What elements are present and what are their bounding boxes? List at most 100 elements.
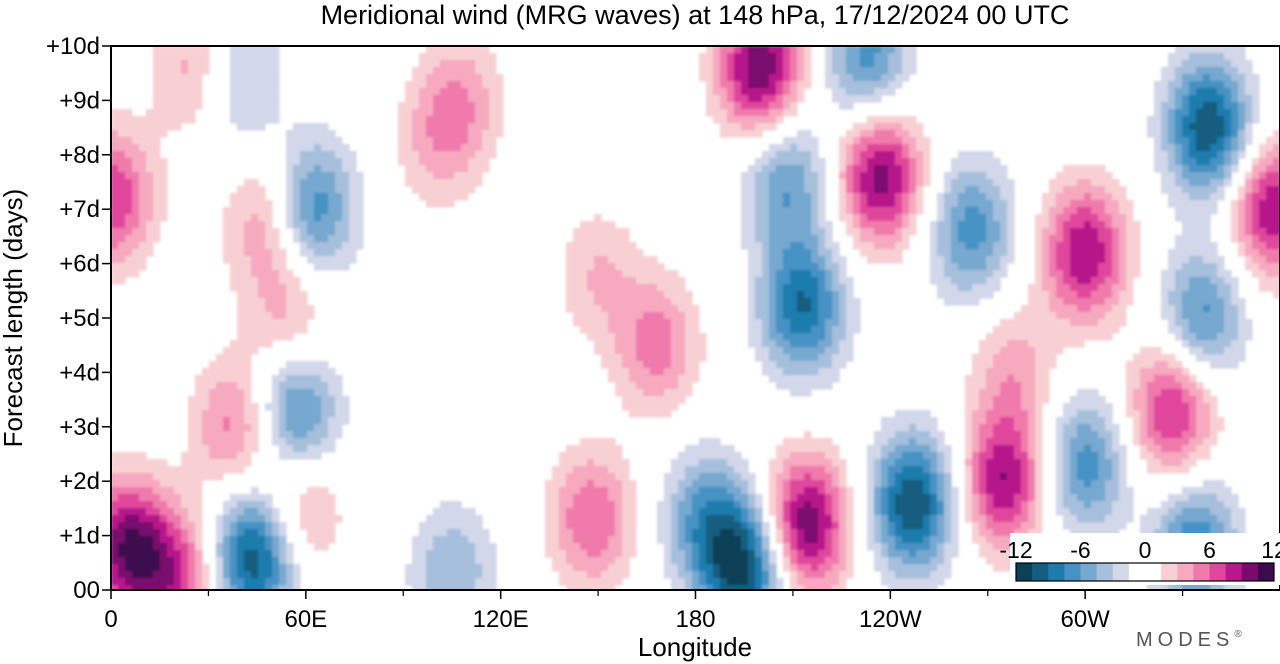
field-cell bbox=[195, 445, 203, 453]
field-cell bbox=[356, 172, 364, 180]
field-cell bbox=[944, 221, 952, 229]
field-cell bbox=[496, 116, 504, 124]
field-cell bbox=[286, 382, 294, 390]
field-cell bbox=[1098, 228, 1106, 236]
field-cell bbox=[804, 235, 812, 243]
field-cell bbox=[1035, 354, 1043, 362]
field-cell bbox=[573, 312, 581, 320]
field-cell bbox=[349, 165, 357, 173]
field-cell bbox=[335, 228, 343, 236]
field-cell bbox=[1049, 319, 1057, 327]
field-cell bbox=[762, 242, 770, 250]
field-cell bbox=[874, 480, 882, 488]
field-cell bbox=[251, 88, 259, 96]
field-cell bbox=[251, 179, 259, 187]
field-cell bbox=[706, 452, 714, 460]
field-cell bbox=[790, 186, 798, 194]
field-cell bbox=[272, 67, 280, 75]
field-cell bbox=[216, 361, 224, 369]
field-cell bbox=[573, 459, 581, 467]
field-cell bbox=[328, 228, 336, 236]
field-cell bbox=[279, 431, 287, 439]
field-cell bbox=[874, 95, 882, 103]
field-cell bbox=[1168, 445, 1176, 453]
field-cell bbox=[293, 431, 301, 439]
field-cell bbox=[1021, 305, 1029, 313]
field-cell bbox=[251, 494, 259, 502]
field-cell bbox=[839, 333, 847, 341]
field-cell bbox=[1042, 396, 1050, 404]
field-cell bbox=[174, 123, 182, 131]
field-cell bbox=[251, 67, 259, 75]
field-cell bbox=[342, 228, 350, 236]
field-cell bbox=[1231, 333, 1239, 341]
field-cell bbox=[1098, 326, 1106, 334]
field-cell bbox=[1245, 60, 1253, 68]
field-cell bbox=[1035, 235, 1043, 243]
field-cell bbox=[783, 501, 791, 509]
field-cell bbox=[657, 284, 665, 292]
field-cell bbox=[797, 452, 805, 460]
field-cell bbox=[1000, 480, 1008, 488]
field-cell bbox=[489, 81, 497, 89]
field-cell bbox=[447, 74, 455, 82]
field-cell bbox=[979, 494, 987, 502]
field-cell bbox=[1105, 179, 1113, 187]
field-cell bbox=[1182, 256, 1190, 264]
field-cell bbox=[118, 165, 126, 173]
field-cell bbox=[965, 263, 973, 271]
field-cell bbox=[853, 207, 861, 215]
field-cell bbox=[1210, 137, 1218, 145]
field-cell bbox=[244, 67, 252, 75]
field-cell bbox=[433, 144, 441, 152]
field-cell bbox=[1028, 340, 1036, 348]
field-cell bbox=[475, 102, 483, 110]
field-cell bbox=[328, 130, 336, 138]
field-cell bbox=[202, 389, 210, 397]
field-cell bbox=[783, 151, 791, 159]
field-cell bbox=[979, 284, 987, 292]
field-cell bbox=[426, 60, 434, 68]
field-cell bbox=[881, 193, 889, 201]
field-cell bbox=[671, 375, 679, 383]
field-cell bbox=[797, 235, 805, 243]
field-cell bbox=[265, 312, 273, 320]
field-cell bbox=[783, 312, 791, 320]
field-cell bbox=[1119, 480, 1127, 488]
field-cell bbox=[1168, 137, 1176, 145]
field-cell bbox=[1189, 340, 1197, 348]
field-cell bbox=[720, 480, 728, 488]
field-cell bbox=[1091, 487, 1099, 495]
field-cell bbox=[629, 326, 637, 334]
field-cell bbox=[580, 277, 588, 285]
field-cell bbox=[314, 123, 322, 131]
field-cell bbox=[874, 123, 882, 131]
field-cell bbox=[1147, 347, 1155, 355]
field-cell bbox=[790, 466, 798, 474]
field-cell bbox=[433, 60, 441, 68]
field-cell bbox=[1028, 389, 1036, 397]
field-cell bbox=[650, 340, 658, 348]
field-cell bbox=[279, 417, 287, 425]
field-cell bbox=[1042, 270, 1050, 278]
field-cell bbox=[811, 158, 819, 166]
field-cell bbox=[1056, 298, 1064, 306]
field-cell bbox=[447, 60, 455, 68]
field-cell bbox=[643, 410, 651, 418]
field-cell bbox=[433, 53, 441, 61]
field-cell bbox=[643, 403, 651, 411]
field-cell bbox=[895, 221, 903, 229]
field-cell bbox=[923, 165, 931, 173]
field-cell bbox=[958, 165, 966, 173]
field-cell bbox=[146, 123, 154, 131]
field-cell bbox=[790, 214, 798, 222]
field-cell bbox=[748, 67, 756, 75]
field-cell bbox=[1112, 305, 1120, 313]
field-cell bbox=[797, 158, 805, 166]
field-cell bbox=[356, 200, 364, 208]
field-cell bbox=[545, 494, 553, 502]
field-cell bbox=[1168, 459, 1176, 467]
field-cell bbox=[293, 410, 301, 418]
field-cell bbox=[1273, 284, 1280, 292]
field-cell bbox=[811, 242, 819, 250]
